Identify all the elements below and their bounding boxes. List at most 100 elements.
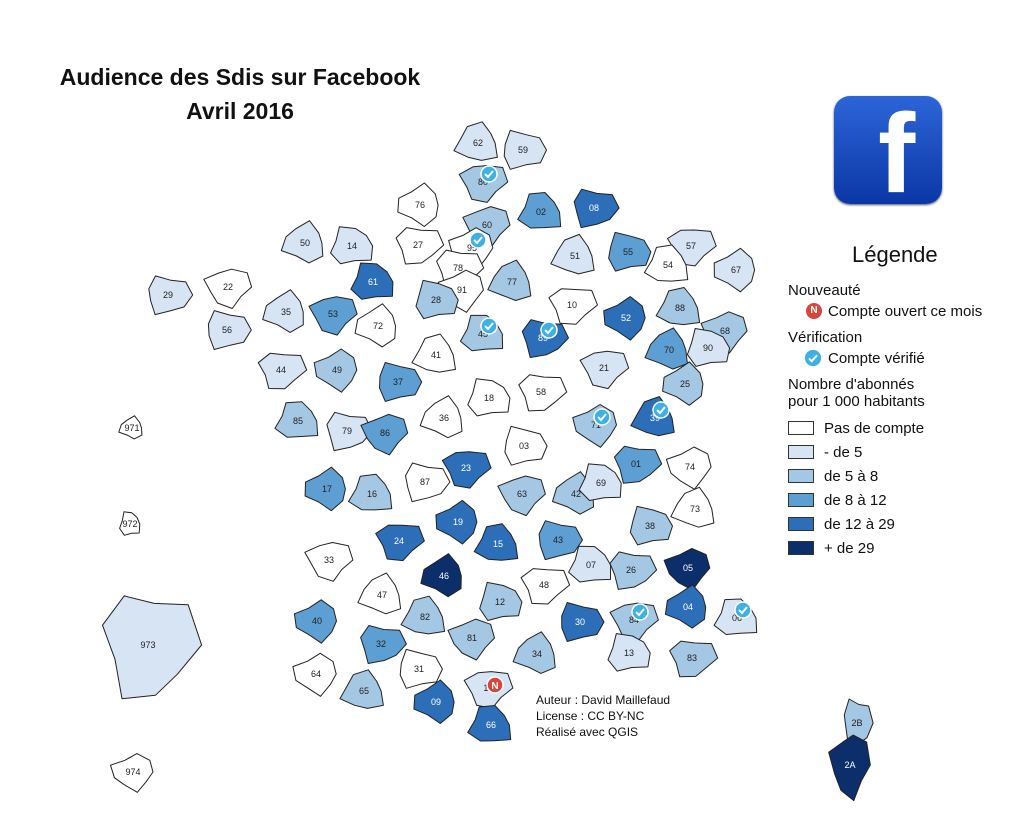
- department-shape: [573, 188, 620, 229]
- department-code-label: 90: [703, 343, 713, 353]
- department-code-label: 51: [570, 251, 580, 261]
- department-code-label: 88: [675, 303, 685, 313]
- department-code-label: 82: [420, 612, 430, 622]
- department-code-label: 44: [276, 365, 286, 375]
- department-code-label: 72: [373, 321, 383, 331]
- department-shape: [435, 499, 478, 545]
- department-code-label: 33: [324, 555, 334, 565]
- department-code-label: 18: [484, 393, 494, 403]
- department-shape: [110, 753, 154, 793]
- department-code-label: 87: [420, 477, 430, 487]
- department-2A: [828, 734, 871, 802]
- department-88: [655, 287, 701, 326]
- department-code-label: 34: [532, 649, 542, 659]
- department-shape: [669, 640, 719, 678]
- department-code-label: 13: [624, 648, 634, 658]
- department-44: [257, 352, 308, 390]
- department-code-label: 41: [431, 350, 441, 360]
- department-shape: [578, 463, 622, 501]
- department-code-label: 08: [589, 203, 599, 213]
- legend-class-row: - de 5: [788, 440, 1018, 464]
- department-shape: [518, 374, 568, 412]
- department-shape: [663, 548, 711, 591]
- department-code-label: 78: [453, 263, 463, 273]
- department-shape: [613, 445, 663, 484]
- department-shape: [828, 734, 871, 802]
- department-43: [538, 520, 583, 561]
- department-code-label: 95: [467, 243, 477, 253]
- department-12: [479, 581, 523, 621]
- department-code-label: 46: [439, 571, 449, 581]
- legend-swatch: [788, 445, 814, 459]
- legend-class-row: de 12 à 29: [788, 512, 1018, 536]
- department-61: [350, 262, 394, 300]
- department-shape: [360, 625, 407, 664]
- department-code-label: 02: [536, 207, 546, 217]
- legend-swatch: [788, 517, 814, 531]
- department-code-label: 55: [623, 247, 633, 257]
- department-shape: [148, 275, 194, 316]
- department-code-label: 04: [683, 602, 693, 612]
- department-shape: [400, 595, 446, 635]
- department-shape: [354, 303, 396, 348]
- department-74: [665, 446, 712, 490]
- department-28: [415, 279, 459, 320]
- department-code-label: 50: [300, 238, 310, 248]
- department-code-label: 14: [347, 241, 357, 251]
- department-shape: [607, 633, 651, 672]
- department-shape: [520, 568, 571, 605]
- department-79: [326, 411, 373, 452]
- department-code-label: 19: [453, 517, 463, 527]
- department-code-label: 16: [367, 489, 377, 499]
- department-shape: [360, 413, 409, 456]
- department-07: [568, 545, 612, 583]
- map-title: Audience des Sdis sur Facebook Avril 201…: [30, 60, 450, 128]
- department-shape: [118, 415, 143, 440]
- department-shape: [665, 446, 712, 490]
- department-shape: [550, 233, 595, 275]
- department-shape: [609, 551, 658, 590]
- department-shape: [479, 581, 523, 621]
- credits: Auteur : David Maillefaud License : CC B…: [536, 692, 670, 740]
- department-shape: [207, 310, 252, 350]
- department-63: [497, 475, 546, 517]
- department-55: [608, 231, 652, 272]
- department-31: [399, 648, 443, 689]
- legend-class-list: Pas de compte - de 5 de 5 à 8 de 8 à 12 de 1…: [788, 416, 1018, 560]
- department-85: [274, 401, 319, 438]
- department-code-label: 83: [687, 653, 697, 663]
- department-shape: [119, 511, 141, 536]
- department-code-label: 17: [322, 484, 332, 494]
- department-shape: [326, 411, 373, 452]
- department-shape: [304, 466, 346, 512]
- department-code-label: 45: [478, 329, 488, 339]
- department-code-label: 31: [414, 664, 424, 674]
- department-code-label: 30: [575, 617, 585, 627]
- legend-new-heading: Nouveauté: [788, 282, 861, 299]
- department-09: [413, 679, 455, 724]
- department-shape: [304, 542, 354, 582]
- department-code-label: 61: [368, 277, 378, 287]
- department-26: [609, 551, 658, 590]
- department-code-label: 06: [732, 613, 742, 623]
- department-shape: [467, 705, 512, 742]
- department-81: [447, 618, 495, 661]
- department-code-label: 2A: [844, 760, 855, 770]
- credit-license: License : CC BY-NC: [536, 709, 645, 723]
- department-code-label: 84: [629, 615, 639, 625]
- department-code-label: 89: [538, 333, 548, 343]
- department-code-label: 59: [518, 145, 528, 155]
- department-shape: [395, 227, 445, 265]
- department-code-label: 73: [690, 504, 700, 514]
- department-shape: [203, 268, 253, 309]
- department-14: [330, 226, 374, 265]
- department-shape: [313, 348, 358, 393]
- department-code-label: 54: [663, 260, 673, 270]
- department-53: [308, 296, 358, 336]
- department-shape: [467, 378, 511, 417]
- legend: Légende Nouveauté N Compte ouvert ce moi…: [788, 242, 1018, 560]
- department-shape: [579, 350, 630, 390]
- department-shape: [517, 192, 562, 229]
- department-code-label: 76: [415, 200, 425, 210]
- legend-class-label: - de 5: [824, 443, 863, 461]
